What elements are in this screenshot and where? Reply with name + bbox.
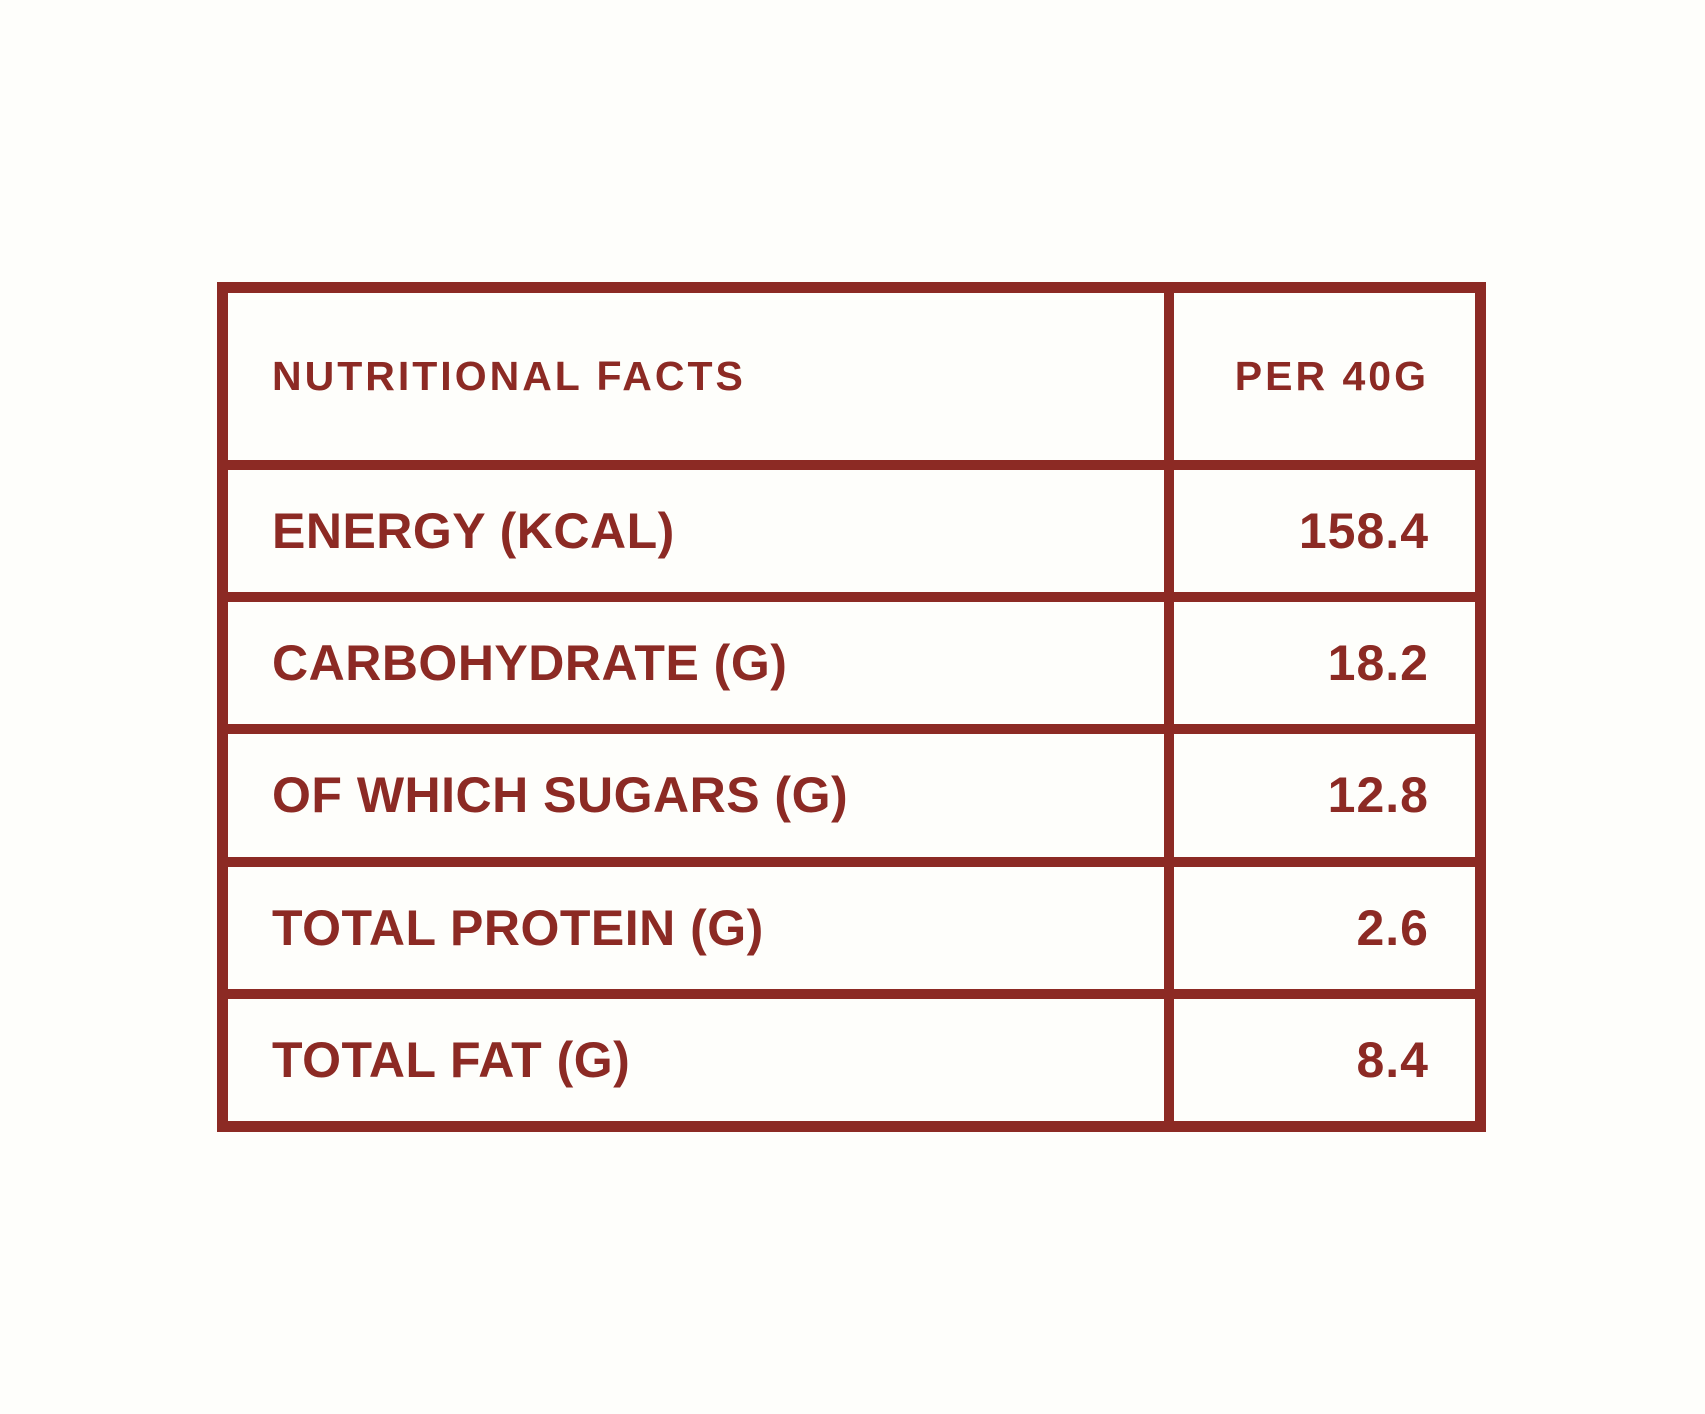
row-sugars-label: OF WHICH SUGARS (G) — [272, 767, 849, 824]
header-title-text: NUTRITIONAL FACTS — [272, 353, 746, 399]
row-carbohydrate-value-cell: 18.2 — [1174, 602, 1475, 725]
row-protein-label: TOTAL PROTEIN (G) — [272, 899, 764, 956]
row-carbohydrate-label-cell: CARBOHYDRATE (G) — [228, 602, 1164, 725]
row-fat-label-cell: TOTAL FAT (G) — [228, 998, 1164, 1121]
row-sugars-value-cell: 12.8 — [1174, 734, 1475, 857]
row-energy-value-cell: 158.4 — [1174, 470, 1475, 593]
row-fat-value: 8.4 — [1356, 1031, 1429, 1088]
row-fat-label: TOTAL FAT (G) — [272, 1031, 631, 1088]
header-serving-text: PER 40G — [1234, 353, 1429, 399]
header-title-cell: NUTRITIONAL FACTS — [228, 293, 1164, 460]
row-protein-value: 2.6 — [1356, 899, 1429, 956]
row-energy-value: 158.4 — [1298, 503, 1429, 560]
row-protein-value-cell: 2.6 — [1174, 866, 1475, 989]
row-protein-label-cell: TOTAL PROTEIN (G) — [228, 866, 1164, 989]
nutrition-facts-table: NUTRITIONAL FACTS PER 40G ENERGY (KCAL) … — [217, 282, 1486, 1132]
row-energy-label-cell: ENERGY (KCAL) — [228, 470, 1164, 593]
row-sugars-value: 12.8 — [1327, 767, 1429, 824]
header-serving-cell: PER 40G — [1174, 293, 1475, 460]
row-energy-label: ENERGY (KCAL) — [272, 503, 675, 560]
row-carbohydrate-value: 18.2 — [1327, 635, 1429, 692]
row-fat-value-cell: 8.4 — [1174, 998, 1475, 1121]
row-sugars-label-cell: OF WHICH SUGARS (G) — [228, 734, 1164, 857]
row-carbohydrate-label: CARBOHYDRATE (G) — [272, 635, 788, 692]
